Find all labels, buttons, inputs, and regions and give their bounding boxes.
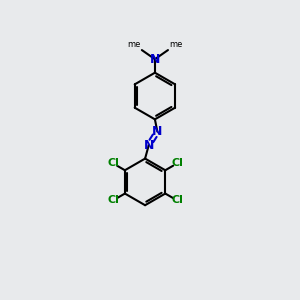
Text: me: me bbox=[169, 40, 183, 49]
Text: N: N bbox=[152, 125, 163, 138]
Text: Cl: Cl bbox=[107, 158, 119, 169]
Text: N: N bbox=[144, 139, 154, 152]
Text: Cl: Cl bbox=[171, 195, 183, 205]
Text: Cl: Cl bbox=[171, 158, 183, 169]
Text: N: N bbox=[150, 53, 160, 66]
Text: Cl: Cl bbox=[107, 195, 119, 205]
Text: me: me bbox=[127, 40, 141, 49]
